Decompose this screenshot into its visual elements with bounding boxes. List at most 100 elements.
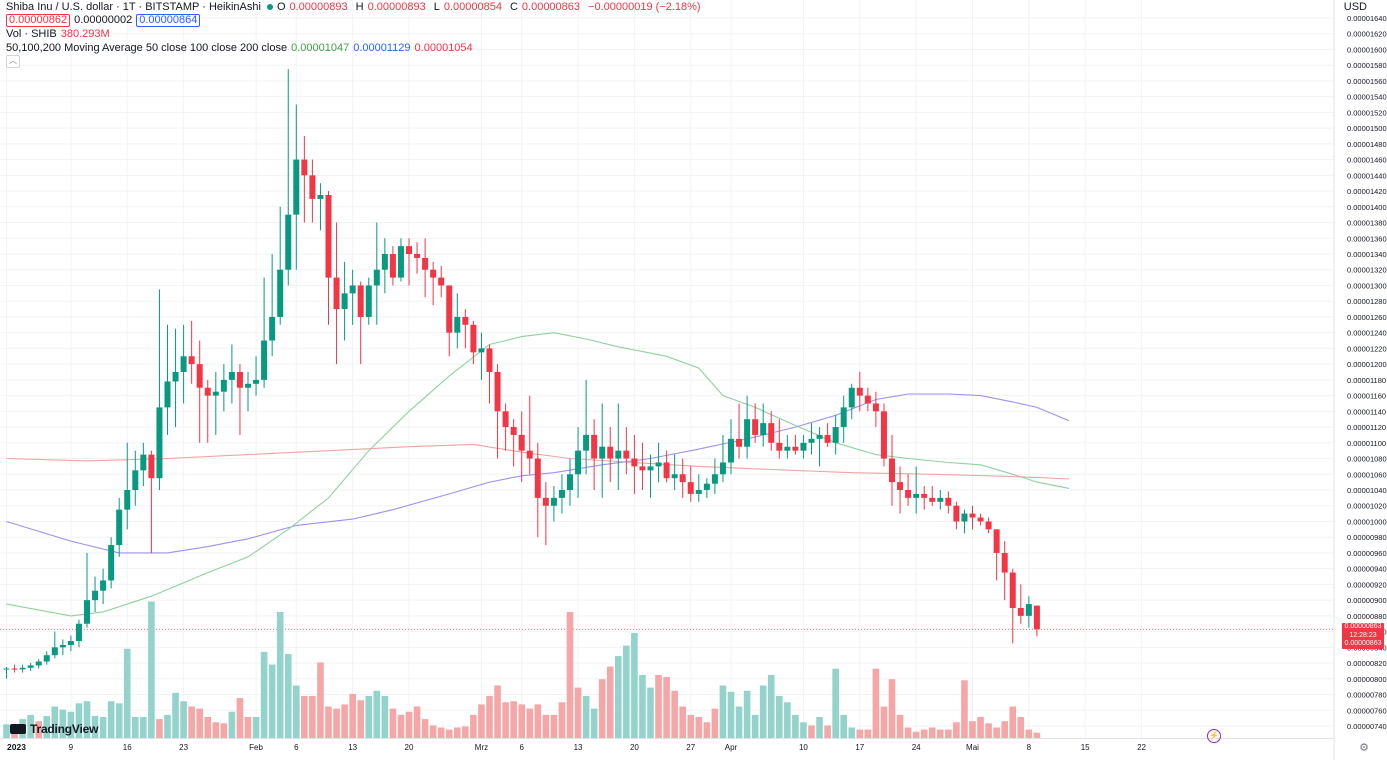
- symbol-legend[interactable]: Shiba Inu / U.S. dollar · 1T · BITSTAMP …: [6, 1, 705, 14]
- volume-bar: [969, 721, 976, 738]
- candle: [623, 427, 630, 475]
- candle-body: [792, 446, 799, 451]
- currency-label[interactable]: USD: [1343, 1, 1367, 13]
- price-tick-label: 0.00001320: [1347, 266, 1387, 275]
- candle-body: [204, 387, 211, 396]
- candle: [856, 372, 863, 412]
- candle: [309, 159, 316, 223]
- volume-bar: [1009, 706, 1017, 738]
- symbol-title[interactable]: Shiba Inu / U.S. dollar · 1T · BITSTAMP …: [6, 1, 261, 13]
- candle: [872, 391, 879, 428]
- time-axis[interactable]: 2023 9 16 23 Feb 6 13 20 Mrz 6 13 20 27 Apr 10 17 24 Mai 8…: [0, 738, 1334, 753]
- candle-body: [728, 438, 734, 463]
- candle-body: [744, 419, 751, 447]
- candle: [228, 344, 235, 404]
- candle: [3, 667, 10, 679]
- ma-legend[interactable]: 50,100,200 Moving Average 50 close 100 c…: [6, 42, 477, 55]
- volume-bar: [478, 704, 485, 738]
- candle: [438, 265, 445, 298]
- candle-body: [148, 454, 155, 479]
- volume-bar: [148, 601, 155, 738]
- candle: [277, 206, 284, 325]
- price-tick-label: 0.00001420: [1347, 187, 1387, 196]
- volume-bar: [920, 729, 928, 738]
- candle-body: [373, 269, 380, 286]
- price-tick-label: 0.00001600: [1347, 45, 1387, 54]
- tradingview-logo[interactable]: TradingView: [10, 722, 98, 736]
- candle: [631, 434, 638, 494]
- candle-body: [406, 246, 412, 254]
- lightning-icon[interactable]: ⚡: [1207, 729, 1221, 743]
- candle: [19, 664, 26, 673]
- candle: [148, 450, 155, 553]
- candle: [880, 403, 887, 467]
- volume-bar: [639, 675, 646, 738]
- volume-bar: [405, 711, 413, 738]
- candle-body: [736, 438, 743, 447]
- candle: [542, 482, 549, 546]
- candle-body: [172, 372, 179, 382]
- time-tick-label: 6: [519, 743, 524, 752]
- gear-icon[interactable]: ⚙: [1359, 742, 1369, 754]
- volume-bar: [252, 717, 260, 738]
- volume-bar: [123, 648, 131, 738]
- candle: [333, 222, 340, 365]
- candle: [59, 639, 66, 656]
- candle-body: [776, 442, 783, 451]
- volume-bar: [341, 704, 348, 738]
- volume-label: Vol · SHIB: [6, 28, 57, 40]
- candle-body: [872, 403, 879, 412]
- candle: [655, 442, 662, 483]
- last-price-value-2: 0.00000863: [1344, 640, 1382, 648]
- candle-body: [985, 521, 992, 530]
- bid-price[interactable]: 0.00000862: [6, 14, 71, 27]
- volume-bar: [333, 708, 340, 738]
- candle-body: [567, 474, 573, 490]
- candle-body: [800, 442, 807, 451]
- time-tick-label: 15: [1081, 743, 1090, 752]
- candle: [518, 411, 525, 483]
- volume-legend[interactable]: Vol · SHIB 380.293M: [6, 28, 114, 41]
- candle: [1025, 596, 1032, 628]
- candle-body: [977, 517, 984, 522]
- time-tick-label: 24: [912, 743, 921, 752]
- volume-bar: [268, 664, 276, 738]
- candle-body: [824, 434, 831, 443]
- price-tick-label: 0.00001120: [1347, 423, 1386, 432]
- volume-bar: [896, 714, 904, 738]
- candle: [913, 466, 920, 514]
- volume-bar: [824, 725, 831, 738]
- chevron-up-icon[interactable]: ︿: [6, 55, 20, 68]
- candle-body: [470, 324, 477, 353]
- candle: [679, 458, 686, 498]
- candle-body: [583, 434, 590, 451]
- chart-grid: [0, 0, 1334, 738]
- price-tick-label: 0.00000780: [1347, 691, 1387, 700]
- volume-bar: [631, 633, 638, 738]
- price-tick-label: 0.00001020: [1347, 502, 1387, 511]
- candle: [639, 442, 646, 490]
- time-tick-label: Feb: [249, 743, 263, 752]
- volume-bar: [99, 717, 107, 738]
- candle: [100, 568, 107, 605]
- candle-body: [558, 490, 565, 498]
- volume-bar: [164, 714, 171, 738]
- volume-bar: [615, 656, 622, 738]
- candle: [116, 497, 123, 557]
- last-price-value: 0.00000863: [1344, 623, 1382, 630]
- candle: [728, 419, 734, 475]
- candle: [647, 454, 654, 498]
- volume-bar: [381, 696, 389, 738]
- ma50-value: 0.00001047: [291, 42, 350, 54]
- volume-bar: [486, 696, 493, 738]
- volume-bar: [558, 702, 566, 738]
- candle: [132, 450, 139, 506]
- price-tick-label: 0.00001640: [1347, 14, 1387, 23]
- candle: [414, 242, 421, 274]
- candle-body: [808, 438, 815, 443]
- volume-bar: [719, 685, 727, 738]
- candle: [67, 635, 74, 652]
- ask-price[interactable]: 0.00000864: [136, 14, 201, 27]
- volume-bar: [671, 690, 678, 738]
